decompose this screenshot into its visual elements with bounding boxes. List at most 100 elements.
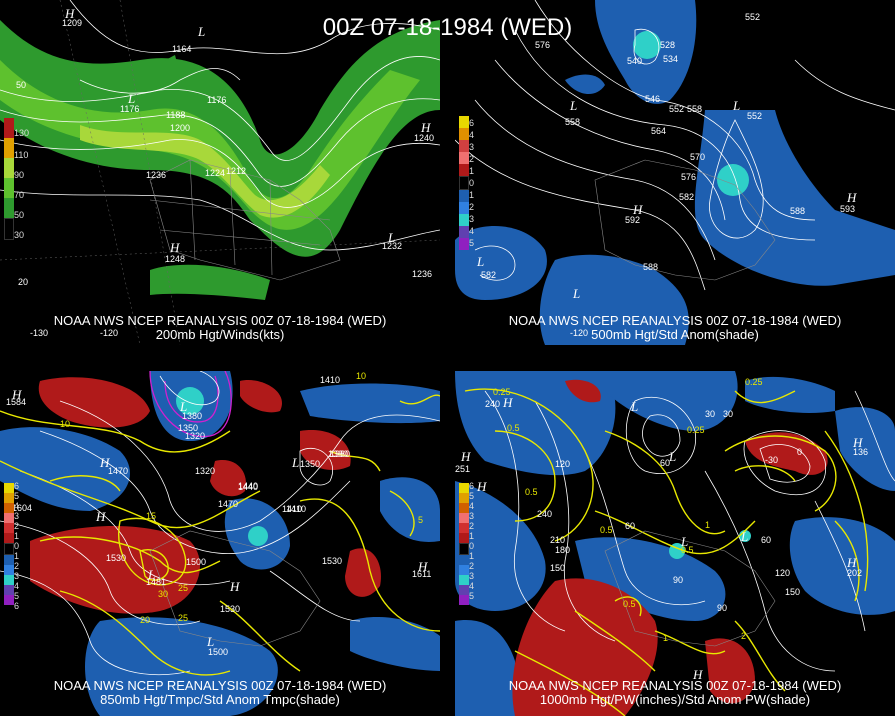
c: 240 [485,399,500,409]
legend-label: 5 [14,491,20,501]
extra: 1604 [12,503,32,513]
pw-label: 0.25 [687,425,705,435]
c: 120 [555,459,570,469]
hl: L [476,254,484,269]
legend-label: 1 [14,551,20,561]
hl: L [732,98,740,113]
caption-line1: NOAA NWS NCEP REANALYSIS 00Z 07-18-1984 … [508,678,842,693]
hl: H [11,387,22,402]
temp-label: 10 [356,371,366,381]
c: 1500 [186,557,206,567]
pw-contours-1000mb [464,388,869,716]
hl: L [630,399,638,414]
pw-label: 0.25 [493,387,511,397]
legend-label: 0 [14,541,20,551]
c: 588 [643,262,658,272]
c: 60 [660,458,670,468]
legend-label: 0 [469,178,475,188]
c: 1380 [182,411,202,421]
legend-label: 2 [469,561,475,571]
jet-core [80,125,330,218]
temp-label: 5 [418,515,423,525]
c: 540 [627,56,642,66]
c: 558 [565,117,580,127]
c: 1410 [320,375,340,385]
c: 210 [550,535,565,545]
legend-label: 90 [14,170,25,180]
hl: L [680,534,688,549]
axis-lat-50: 50 [16,80,26,90]
c: 1530 [322,556,342,566]
pw-label: 0.5 [623,599,636,609]
c: 1320 [195,466,215,476]
axis-lon-130: -130 [30,328,48,338]
temp-contours-850mb [0,394,440,676]
hl: H [95,509,106,524]
extra: 202 [847,568,862,578]
c: 552 [669,104,684,114]
c: 1530 [220,604,240,614]
contour-label-1: 1164 [172,44,191,54]
hl: H [502,395,513,410]
hl: H [846,555,857,570]
c: 558 [687,104,702,114]
extra: 251 [455,464,470,474]
temp-label: 10 [60,419,70,429]
pw-label: 1 [663,633,668,643]
hl-2: L [197,24,205,39]
c: 1440 [238,482,258,492]
c: 593 [840,204,855,214]
caption-line2: 850mb Hgt/Tmpc/Std Anom Tmpc(shade) [100,692,340,707]
legend-1000mb [459,483,469,605]
anomaly-negative-1000mb [455,371,895,716]
legend-label: 1 [469,166,475,176]
legend-label: 5 [469,238,475,248]
legend-label: 1 [469,531,475,541]
geography-850mb [149,530,321,647]
legend-label: 4 [469,226,475,236]
temp-label: 15 [146,511,156,521]
hl-6: L [387,230,395,245]
legend-label: 30 [14,230,25,240]
legend-label: 2 [469,202,475,212]
c: 1320 [185,431,205,441]
temp-label: 25 [178,583,188,593]
c: 534 [663,54,678,64]
hl: L [572,286,580,301]
hl: H [460,449,471,464]
legend-850mb [4,483,14,605]
caption-line1: NOAA NWS NCEP REANALYSIS 00Z 07-18-1984 … [508,313,842,328]
legend-label: 3 [14,571,20,581]
hl: L [147,567,155,582]
legend-label: 70 [14,190,25,200]
magenta-contours-850mb [149,371,232,438]
hl: H [846,190,857,205]
contour-label-10: 1236 [412,269,432,279]
legend-label: 2 [14,521,20,531]
caption-line1: NOAA NWS NCEP REANALYSIS 00Z 07-18-1984 … [53,678,387,693]
height-contours-500mb [455,0,895,291]
hl: L [569,98,577,113]
c: 582 [679,192,694,202]
hl: H [476,479,487,494]
hl-5: H [169,240,180,255]
extra: 136 [853,447,868,457]
extra-label-1: 1209 [62,18,82,28]
c: 0 [797,447,802,457]
c: 60 [625,521,635,531]
c: 1470 [218,499,238,509]
hl: L [668,449,676,464]
c: 546 [645,94,660,104]
c: 582 [481,270,496,280]
hl: L [740,529,748,544]
c: 1440 [238,481,258,491]
c: 1530 [106,553,126,563]
map-title: 00Z 07-18-1984 (WED) [322,14,573,41]
legend-label: 5 [14,591,20,601]
c: 552 [747,111,762,121]
c: 150 [550,563,565,573]
panel-200mb: 1164 1176 1176 1188 1200 1212 1224 1236 … [0,0,440,345]
axis-lon: -120 [570,328,588,338]
c: 576 [681,172,696,182]
contour-label-9: 1248 [165,254,185,264]
